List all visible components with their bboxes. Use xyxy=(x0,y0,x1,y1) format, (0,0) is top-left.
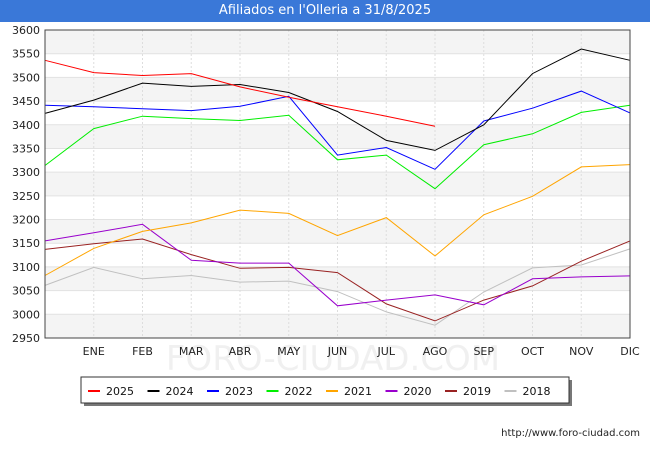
x-tick-label: FEB xyxy=(132,345,153,358)
legend-label-2020: 2020 xyxy=(404,385,432,398)
x-tick-label: MAY xyxy=(277,345,300,358)
y-axis-ticks: 2950 3000 3050 3100 3150 3200 3250 3300 3350 3400… xyxy=(12,24,40,345)
x-tick-label: ENE xyxy=(83,345,105,358)
source-credit: http://www.foro-ciudad.com xyxy=(501,428,640,439)
x-tick-label: JUN xyxy=(327,345,348,358)
series-line-2025 xyxy=(44,59,436,127)
y-tick-label: 2950 xyxy=(12,332,40,345)
x-tick-label: SEP xyxy=(473,345,494,358)
y-tick-label: 3600 xyxy=(12,24,40,37)
watermark: FORO-CIUDAD.COM xyxy=(166,339,500,379)
legend-label-2021: 2021 xyxy=(344,385,372,398)
y-tick-label: 3150 xyxy=(12,237,40,250)
legend: 2025 2024 2023 2022 2021 2020 2019 2018 xyxy=(80,376,572,406)
x-tick-label: OCT xyxy=(521,345,544,358)
x-tick-label: JUL xyxy=(377,345,396,358)
legend-label-2019: 2019 xyxy=(463,385,491,398)
legend-label-2022: 2022 xyxy=(285,385,313,398)
legend-box xyxy=(80,376,570,404)
series-line-2022 xyxy=(44,104,631,190)
y-tick-label: 3100 xyxy=(12,261,40,274)
y-tick-label: 3050 xyxy=(12,285,40,298)
series-lines xyxy=(44,48,631,326)
plot-band xyxy=(45,77,630,102)
y-tick-label: 3400 xyxy=(12,119,40,132)
y-tick-label: 3250 xyxy=(12,190,40,203)
x-tick-label: ABR xyxy=(229,345,252,358)
y-tick-label: 3000 xyxy=(12,308,40,321)
x-tick-label: NOV xyxy=(569,345,594,358)
plot-band xyxy=(45,124,630,149)
x-tick-label: DIC xyxy=(620,345,640,358)
y-tick-label: 3550 xyxy=(12,48,40,61)
y-tick-label: 3450 xyxy=(12,95,40,108)
plot-frame xyxy=(44,29,631,339)
plot-band xyxy=(45,53,630,78)
x-tick-label: MAR xyxy=(179,345,204,358)
chart-title: Afiliados en l'Olleria a 31/8/2025 xyxy=(218,3,432,18)
x-tick-label: AGO xyxy=(423,345,448,358)
series-line-2018 xyxy=(44,248,631,326)
series-line-2023 xyxy=(44,90,631,170)
y-tick-label: 3350 xyxy=(12,142,40,155)
legend-label-2023: 2023 xyxy=(225,385,253,398)
title-bar xyxy=(0,0,650,22)
legend-label-2024: 2024 xyxy=(166,385,194,398)
series-line-2021 xyxy=(44,164,631,276)
series-line-2019 xyxy=(44,238,631,322)
y-tick-label: 3500 xyxy=(12,71,40,84)
legend-label-2018: 2018 xyxy=(523,385,551,398)
y-tick-label: 3300 xyxy=(12,166,40,179)
series-line-2020 xyxy=(44,223,631,307)
series-line-2024 xyxy=(44,48,631,151)
legend-label-2025: 2025 xyxy=(106,385,134,398)
x-axis-ticks: ENE FEB MAR ABR MAY JUN JUL AGO SEP OCT NOV DIC xyxy=(83,345,640,358)
y-tick-label: 3200 xyxy=(12,214,40,227)
plot-band xyxy=(45,148,630,173)
